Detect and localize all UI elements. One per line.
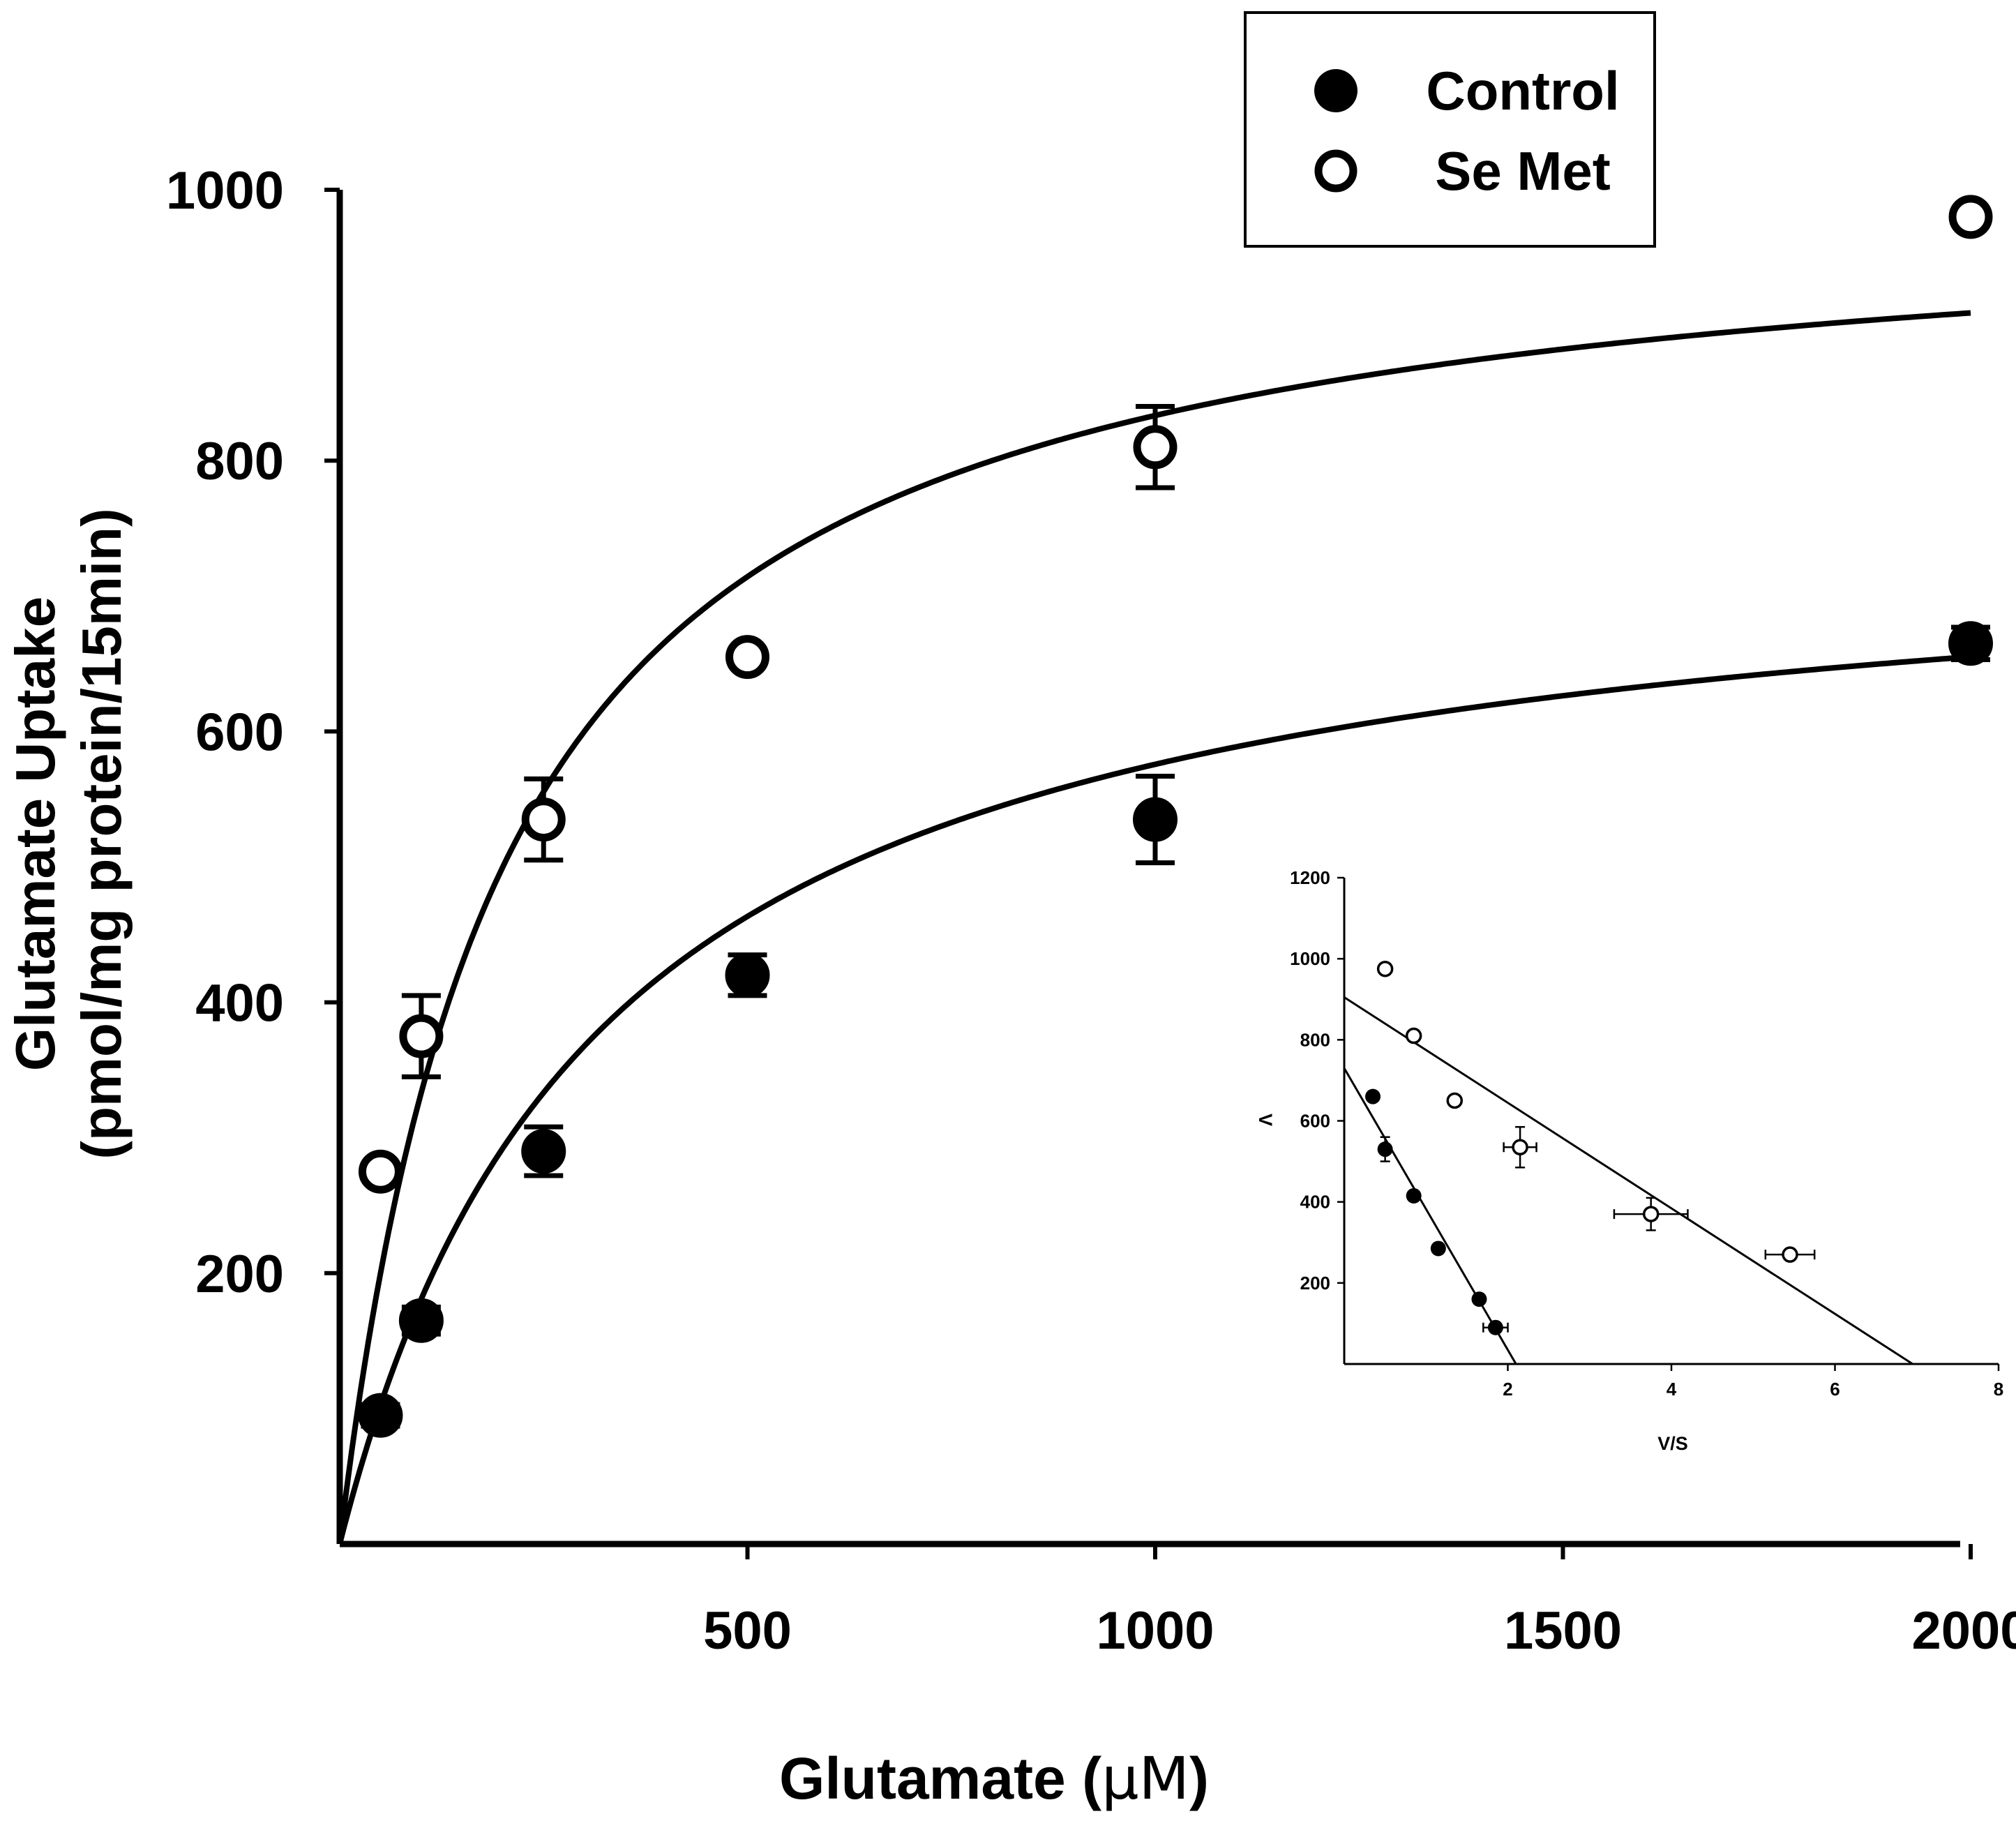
data-point-control <box>398 1298 444 1343</box>
data-point-se-met <box>1133 425 1178 470</box>
inset-point-control <box>1377 1141 1393 1157</box>
data-point-control <box>521 1129 566 1174</box>
data-point-control <box>1133 797 1178 842</box>
legend: Control Se Met <box>1244 11 1656 248</box>
inset-y-tick-label: 800 <box>1300 1029 1330 1050</box>
x-tick-label: 2000 <box>1911 1601 2016 1661</box>
data-point-se-met <box>1948 195 1993 239</box>
y-tick-label: 800 <box>195 432 284 491</box>
y-tick-label: 600 <box>195 703 284 762</box>
inset-y-tick-label: 1200 <box>1290 867 1330 888</box>
main-axes <box>336 190 1960 1548</box>
legend-label-se-met: Se Met <box>1435 140 1610 202</box>
data-point-se-met <box>399 1014 444 1058</box>
inset-regression-line-se-met <box>1344 996 1913 1365</box>
main-plot: 500 1000 1500 2000 200 400 600 800 1000 Glutamat… <box>4 161 2016 1813</box>
inset-point-control <box>1487 1319 1503 1335</box>
x-tick-label: 1500 <box>1504 1601 1622 1661</box>
x-axis-title: Glutamate (μM) <box>779 1744 1209 1813</box>
inset-point-control <box>1430 1241 1446 1257</box>
inset-point-control <box>1406 1187 1422 1204</box>
y-axis-title-line1: Glutamate Uptake <box>4 597 66 1071</box>
main-data-points <box>358 195 1993 1438</box>
legend-marker-control <box>1314 69 1357 112</box>
inset-plot: 2 4 6 8 200 400 600 800 1000 1200 V/S V <box>1224 848 2009 1455</box>
inset-point-se-met <box>1512 1139 1528 1156</box>
y-tick-label: 200 <box>195 1245 284 1304</box>
inset-point-control <box>1471 1291 1487 1307</box>
inset-x-axis-title: V/S <box>1657 1433 1688 1454</box>
inset-x-tick-label: 4 <box>1667 1379 1677 1400</box>
inset-x-tick-label: 8 <box>1994 1379 2003 1400</box>
inset-regression-line-control <box>1343 1067 1517 1365</box>
inset-point-se-met <box>1376 960 1394 977</box>
x-tick-label: 1000 <box>1096 1601 1214 1661</box>
data-point-se-met <box>725 635 769 680</box>
data-point-control <box>725 952 770 998</box>
inset-y-tick-label: 600 <box>1300 1111 1330 1132</box>
inset-point-control <box>1365 1088 1381 1104</box>
main-ticks: 500 1000 1500 2000 200 400 600 800 1000 <box>166 161 2016 1661</box>
legend-box <box>1244 11 1656 248</box>
legend-marker-se-met <box>1314 149 1357 193</box>
y-tick-label: 400 <box>195 974 284 1033</box>
inset-point-se-met <box>1405 1027 1422 1044</box>
inset-point-se-met <box>1782 1246 1798 1263</box>
data-point-control <box>1948 621 1993 666</box>
inset-point-se-met <box>1642 1206 1660 1222</box>
fit-curve-control <box>337 654 1971 1545</box>
inset-y-tick-label: 1000 <box>1290 948 1330 969</box>
data-point-control <box>358 1393 403 1438</box>
data-point-se-met <box>358 1149 403 1194</box>
data-point-se-met <box>521 797 566 842</box>
inset-point-se-met <box>1446 1092 1464 1109</box>
inset-y-tick-label: 400 <box>1300 1192 1330 1213</box>
y-tick-label: 1000 <box>166 161 284 220</box>
inset-x-tick-label: 6 <box>1830 1379 1840 1400</box>
y-axis-title-line2: (pmol/mg protein/15min) <box>70 508 133 1159</box>
inset-x-tick-label: 2 <box>1503 1379 1512 1400</box>
inset-y-tick-label: 200 <box>1300 1273 1330 1294</box>
inset-y-axis-title: V <box>1255 1114 1276 1126</box>
inset-background <box>1224 848 2009 1455</box>
x-tick-label: 500 <box>703 1601 792 1661</box>
legend-label-control: Control <box>1426 60 1619 121</box>
